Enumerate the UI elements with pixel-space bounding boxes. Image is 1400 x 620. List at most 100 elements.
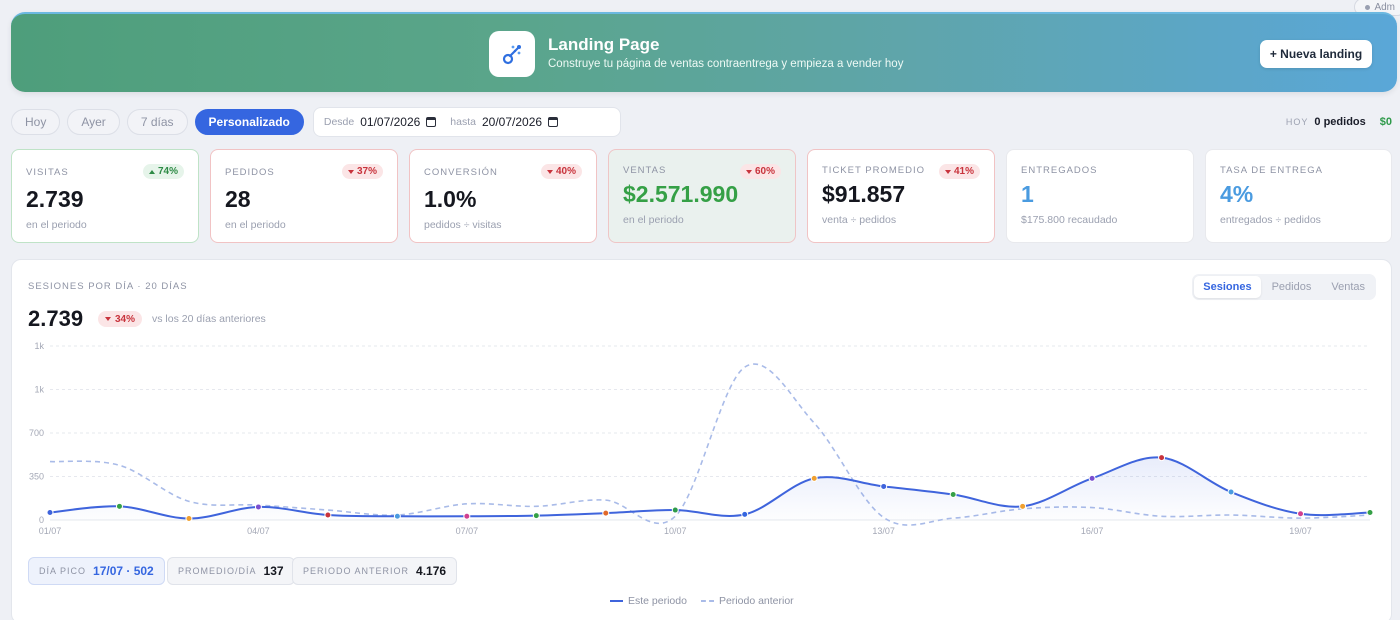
data-point [463, 512, 471, 520]
y-tick-label: 700 [29, 428, 44, 438]
chart-title: SESIONES POR DÍA · 20 DÍAS [28, 281, 188, 292]
kpi-card-delivery-rate: TASA DE ENTREGA 4% entregados ÷ pedidos [1205, 149, 1392, 243]
dashed-line-icon [700, 600, 714, 602]
stat-label: DÍA PICO [39, 566, 87, 576]
chart-vs-text: vs los 20 días anteriores [152, 313, 266, 325]
kpi-label: TICKET PROMEDIO [822, 165, 925, 176]
sessions-chart-card: SESIONES POR DÍA · 20 DÍAS 2.739 34% vs … [11, 259, 1392, 620]
new-landing-button[interactable]: + Nueva landing [1260, 40, 1372, 68]
filter-custom[interactable]: Personalizado [194, 109, 304, 135]
kpi-value: 2.739 [26, 186, 84, 212]
stat-average: PROMEDIO/DÍA 137 [167, 557, 295, 585]
filter-today[interactable]: Hoy [11, 109, 61, 135]
solid-line-icon [610, 600, 623, 602]
kpi-card-ticket: TICKET PROMEDIO 41% $91.857 venta ÷ pedi… [807, 149, 995, 243]
kpi-card-sales: VENTAS 60% $2.571.990 en el periodo [608, 149, 796, 243]
today-money: $0 [1379, 116, 1392, 128]
trend-badge-value: 40% [555, 166, 576, 177]
series-line-current [49, 456, 1371, 520]
arrow-down-icon [745, 169, 752, 174]
data-point [671, 506, 679, 514]
arrow-down-icon [944, 169, 951, 174]
filter-7-days[interactable]: 7 días [126, 109, 188, 135]
date-filters: Hoy Ayer 7 días Personalizado Desde 01/0… [11, 107, 621, 137]
arrow-down-icon [105, 317, 111, 321]
calendar-icon[interactable] [548, 117, 559, 127]
kpi-card-delivered: ENTREGADOS 1 $175.800 recaudado [1006, 149, 1194, 243]
data-point [880, 482, 888, 490]
legend-item-previous[interactable]: Periodo anterior [700, 595, 794, 607]
y-tick-label: 1k [34, 341, 44, 351]
kpi-sub: en el periodo [26, 219, 87, 231]
data-point [115, 502, 123, 510]
calendar-icon[interactable] [426, 117, 437, 127]
kpi-sub: en el periodo [225, 219, 286, 231]
series-area-current [50, 457, 1370, 520]
series-line-previous [49, 363, 1371, 526]
stat-label: PROMEDIO/DÍA [178, 566, 257, 576]
today-summary: HOY 0 pedidos $0 [1286, 116, 1392, 128]
x-tick-label: 01/07 [39, 526, 62, 536]
banner-title: Landing Page [548, 35, 660, 54]
trend-badge-value: 41% [953, 166, 974, 177]
kpi-sub: venta ÷ pedidos [822, 214, 897, 226]
kpi-card-orders: PEDIDOS 37% 28 en el periodo [210, 149, 398, 243]
data-point [1366, 509, 1374, 517]
to-date-input[interactable]: 20/07/2026 [481, 115, 543, 129]
x-tick-label: 16/07 [1081, 526, 1104, 536]
x-tick-label: 10/07 [664, 526, 687, 536]
kpi-value: 1.0% [424, 186, 477, 212]
trend-badge-value: 37% [356, 166, 377, 177]
date-range-picker: Desde 01/07/2026 hasta 20/07/2026 [312, 107, 621, 137]
tab-sales[interactable]: Ventas [1331, 281, 1365, 293]
arrow-down-icon [546, 169, 553, 174]
to-label: hasta [450, 116, 476, 128]
trend-badge-value: 60% [754, 166, 775, 177]
arrow-up-icon [148, 169, 155, 174]
data-point [1297, 510, 1305, 518]
stat-value: 17/07 · 502 [93, 564, 154, 578]
kpi-sub: $175.800 recaudado [1021, 214, 1118, 226]
landing-banner: Landing Page Construye tu página de vent… [11, 12, 1397, 92]
data-point [46, 509, 54, 517]
y-tick-label: 1k [34, 385, 44, 395]
filter-yesterday[interactable]: Ayer [67, 109, 120, 135]
legend-label: Este periodo [628, 595, 687, 607]
stat-value: 137 [263, 564, 284, 578]
data-point [393, 512, 401, 520]
legend-label: Periodo anterior [718, 595, 794, 607]
today-label: HOY [1285, 117, 1309, 127]
stat-label: PERIODO ANTERIOR [303, 566, 410, 576]
data-point [1227, 488, 1235, 496]
kpi-sub: en el periodo [623, 214, 684, 226]
chart-total: 2.739 [28, 306, 84, 331]
data-point [185, 515, 193, 523]
kpi-label: CONVERSIÓN [424, 167, 498, 178]
admin-label: Adm [1374, 1, 1395, 13]
from-date-input[interactable]: 01/07/2026 [360, 115, 421, 129]
kpi-value: $2.571.990 [623, 181, 739, 207]
data-point [1019, 502, 1027, 510]
landing-logo-icon [489, 31, 535, 77]
kpi-value: $91.857 [822, 181, 906, 207]
arrow-down-icon [347, 169, 354, 174]
trend-badge: 74% [142, 164, 184, 179]
from-label: Desde [323, 116, 355, 128]
kpi-value: 1 [1021, 181, 1034, 207]
data-point [254, 503, 262, 511]
user-icon [1365, 4, 1371, 10]
trend-badge-value: 74% [157, 166, 178, 177]
data-point [1088, 474, 1096, 482]
tab-sessions[interactable]: Sesiones [1194, 276, 1261, 298]
banner-subtitle: Construye tu página de ventas contraentr… [548, 58, 904, 70]
sessions-line-chart: 0 350 700 1k 1k 01/07 04/07 07/07 10/07 13/07 16/0… [29, 341, 1374, 536]
kpi-sub: entregados ÷ pedidos [1220, 214, 1321, 226]
legend-item-current[interactable]: Este periodo [610, 595, 687, 607]
trend-badge: 37% [341, 164, 383, 179]
tab-orders[interactable]: Pedidos [1271, 281, 1312, 293]
x-tick-label: 04/07 [247, 526, 270, 536]
data-point [810, 474, 818, 482]
chart-change-badge: 34% [98, 311, 143, 327]
y-tick-label: 350 [29, 472, 44, 482]
kpi-label: TASA DE ENTREGA [1220, 165, 1323, 176]
